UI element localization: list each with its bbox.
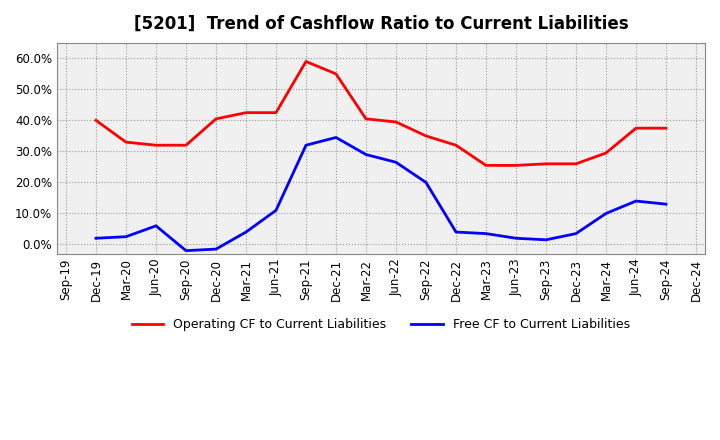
Free CF to Current Liabilities [242, 229, 251, 235]
Operating CF to Current Liabilities [602, 150, 611, 156]
Free CF to Current Liabilities [541, 237, 550, 242]
Free CF to Current Liabilities [512, 235, 521, 241]
Operating CF to Current Liabilities [422, 133, 431, 139]
Free CF to Current Liabilities [181, 248, 190, 253]
Line: Free CF to Current Liabilities: Free CF to Current Liabilities [96, 137, 666, 251]
Operating CF to Current Liabilities [512, 163, 521, 168]
Operating CF to Current Liabilities [662, 125, 670, 131]
Operating CF to Current Liabilities [451, 143, 460, 148]
Free CF to Current Liabilities [572, 231, 580, 236]
Legend: Operating CF to Current Liabilities, Free CF to Current Liabilities: Operating CF to Current Liabilities, Fre… [127, 313, 635, 336]
Operating CF to Current Liabilities [242, 110, 251, 115]
Free CF to Current Liabilities [631, 198, 640, 204]
Operating CF to Current Liabilities [181, 143, 190, 148]
Free CF to Current Liabilities [302, 143, 310, 148]
Free CF to Current Liabilities [422, 180, 431, 185]
Free CF to Current Liabilities [212, 246, 220, 252]
Free CF to Current Liabilities [392, 160, 400, 165]
Operating CF to Current Liabilities [122, 139, 130, 145]
Free CF to Current Liabilities [271, 208, 280, 213]
Free CF to Current Liabilities [451, 229, 460, 235]
Operating CF to Current Liabilities [91, 118, 100, 123]
Operating CF to Current Liabilities [541, 161, 550, 166]
Free CF to Current Liabilities [361, 152, 370, 157]
Line: Operating CF to Current Liabilities: Operating CF to Current Liabilities [96, 62, 666, 165]
Operating CF to Current Liabilities [631, 125, 640, 131]
Free CF to Current Liabilities [482, 231, 490, 236]
Operating CF to Current Liabilities [271, 110, 280, 115]
Operating CF to Current Liabilities [482, 163, 490, 168]
Free CF to Current Liabilities [662, 202, 670, 207]
Free CF to Current Liabilities [122, 234, 130, 239]
Operating CF to Current Liabilities [572, 161, 580, 166]
Free CF to Current Liabilities [332, 135, 341, 140]
Operating CF to Current Liabilities [332, 71, 341, 77]
Operating CF to Current Liabilities [302, 59, 310, 64]
Operating CF to Current Liabilities [361, 116, 370, 121]
Free CF to Current Liabilities [152, 223, 161, 228]
Operating CF to Current Liabilities [152, 143, 161, 148]
Operating CF to Current Liabilities [392, 119, 400, 125]
Title: [5201]  Trend of Cashflow Ratio to Current Liabilities: [5201] Trend of Cashflow Ratio to Curren… [134, 15, 629, 33]
Free CF to Current Liabilities [91, 235, 100, 241]
Operating CF to Current Liabilities [212, 116, 220, 121]
Free CF to Current Liabilities [602, 211, 611, 216]
